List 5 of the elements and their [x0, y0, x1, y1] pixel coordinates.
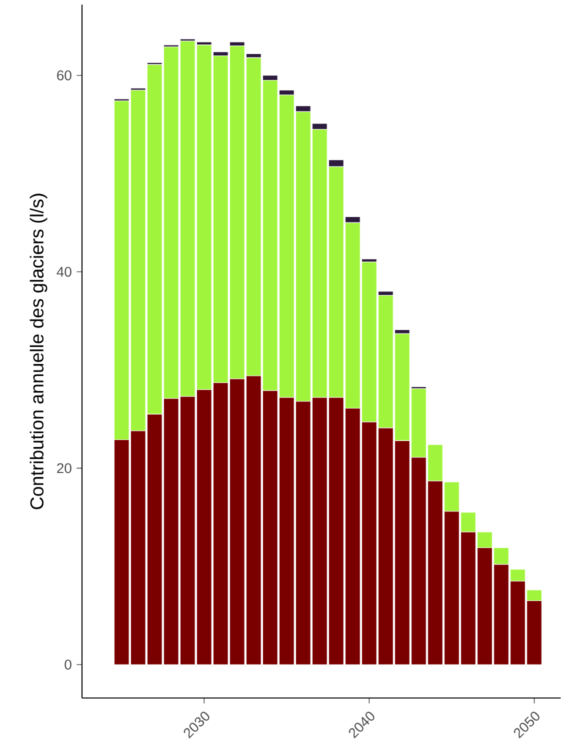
y-tick-label: 40: [56, 266, 72, 277]
y-tick-label: 0: [64, 660, 72, 670]
y-tick-label: 60: [57, 70, 72, 80]
y-tick-label: 20: [57, 463, 72, 474]
y-axis-title: Contribution annuelle des glaciers (l/s): [30, 194, 48, 510]
